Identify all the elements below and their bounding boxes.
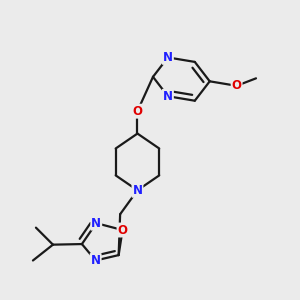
Text: O: O xyxy=(133,105,142,118)
Text: O: O xyxy=(118,224,128,236)
Text: O: O xyxy=(232,79,242,92)
Text: N: N xyxy=(91,254,101,267)
Text: N: N xyxy=(91,217,101,230)
Text: N: N xyxy=(133,184,142,197)
Text: N: N xyxy=(163,51,173,64)
Text: N: N xyxy=(163,90,173,103)
